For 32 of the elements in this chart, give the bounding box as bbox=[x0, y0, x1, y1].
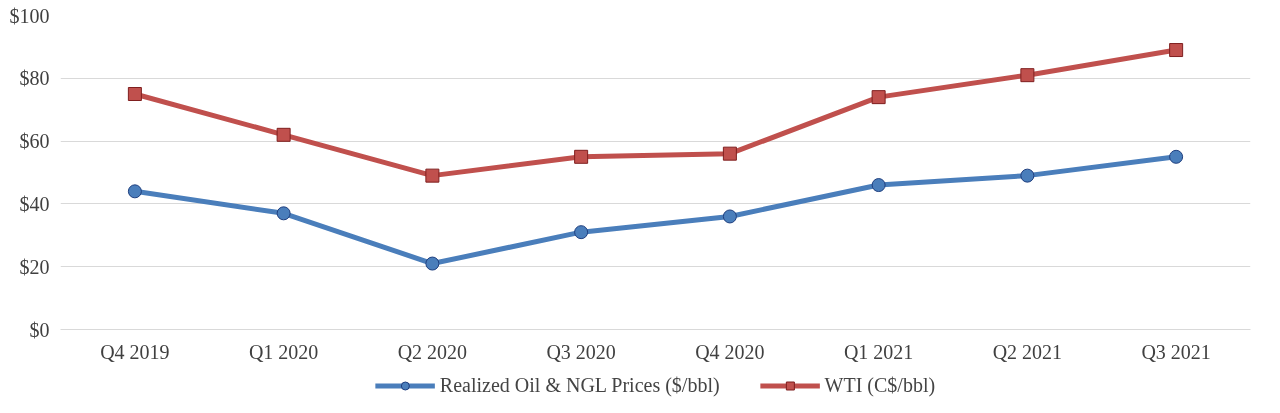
x-tick-label: Q3 2021 bbox=[1141, 340, 1211, 363]
y-tick-label: $80 bbox=[19, 67, 50, 90]
y-tick-label: $40 bbox=[19, 192, 50, 215]
point bbox=[127, 184, 142, 199]
point bbox=[276, 206, 291, 221]
point bbox=[574, 225, 589, 240]
x-tick-label: Q1 2020 bbox=[248, 340, 319, 363]
point bbox=[1020, 168, 1035, 183]
point bbox=[425, 256, 440, 271]
point bbox=[127, 87, 142, 101]
x-tick-label: Q2 2021 bbox=[992, 340, 1063, 363]
x-tick-label: Q1 2021 bbox=[843, 340, 914, 363]
x-tick-label: Q4 2020 bbox=[695, 340, 765, 363]
point bbox=[871, 90, 886, 105]
point bbox=[722, 146, 737, 161]
x-tick-label: Q4 2019 bbox=[100, 340, 170, 363]
point bbox=[1020, 68, 1035, 83]
point bbox=[276, 127, 291, 142]
legend-label: WTI (C$/bbl) bbox=[824, 373, 936, 397]
point bbox=[1169, 43, 1184, 58]
point bbox=[574, 149, 589, 164]
legend-label: Realized Oil & NGL Prices ($/bbl) bbox=[439, 373, 720, 397]
y-tick-label: $20 bbox=[19, 255, 50, 278]
y-tick-label: $100 bbox=[9, 4, 50, 27]
point bbox=[871, 178, 886, 193]
point bbox=[1169, 149, 1184, 164]
x-tick-label: Q3 2020 bbox=[546, 340, 616, 363]
point bbox=[722, 209, 737, 224]
x-tick-label: Q2 2020 bbox=[397, 340, 468, 363]
y-tick-label: $60 bbox=[19, 130, 50, 153]
point bbox=[425, 168, 440, 183]
y-tick-label: $0 bbox=[29, 318, 50, 341]
